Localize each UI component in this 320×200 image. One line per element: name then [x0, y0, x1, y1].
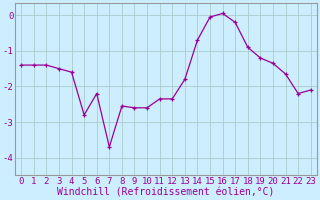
- X-axis label: Windchill (Refroidissement éolien,°C): Windchill (Refroidissement éolien,°C): [57, 187, 275, 197]
